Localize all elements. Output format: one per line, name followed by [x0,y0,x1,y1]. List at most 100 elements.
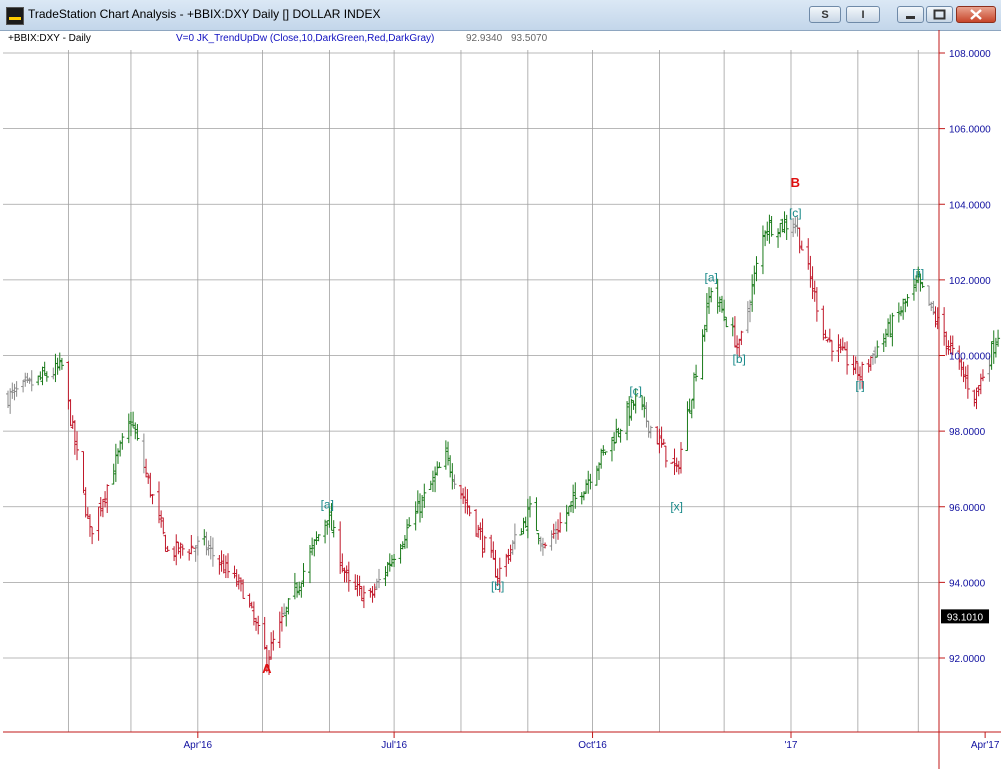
ohlc-bar [29,370,34,392]
y-tick-label: 108.0000 [949,49,991,60]
ohlc-bar [301,563,306,587]
symbol-link-button[interactable]: S [809,6,841,23]
wave-label: A [262,661,272,676]
wave-label: [i] [855,378,864,392]
ohlc-bar [799,240,804,251]
ohlc-bar [144,458,149,478]
window-title-bar: TradeStation Chart Analysis - +BBIX:DXY … [0,0,1001,31]
wave-label: [b] [733,352,746,366]
y-axis: 108.0000 106.0000 104.0000 102.0000 100.0000… [939,49,991,665]
ohlc-bar [663,445,668,468]
ohlc-bar [942,307,947,346]
close-button[interactable] [956,6,996,23]
ohlc-bar [161,517,166,535]
study-label: V=0 JK_TrendUpDw (Close,10,DarkGreen,Red… [176,33,434,44]
wave-label: [c] [629,384,642,398]
ohlc-bar [377,568,382,589]
indicator-header: +BBIX:DXY - Daily V=0 JK_TrendUpDw (Clos… [8,33,548,44]
ohlc-bar [482,535,487,553]
ohlc-bar [814,287,819,322]
ohlc-bar [467,505,472,517]
ohlc-bar [346,561,351,592]
study-value-1: 92.9340 [466,33,503,44]
ohlc-bar [601,445,606,456]
ohlc-bar [210,537,215,567]
ohlc-bar [178,542,183,559]
y-tick-label: 98.0000 [949,427,986,438]
close-icon [970,9,982,20]
price-chart[interactable]: A[a][b][c][x][a][b][c]B[i][ii][iii][iv][… [0,30,1001,769]
chart-area[interactable]: A[a][b][c][x][a][b][c]B[i][ii][iii][iv][… [0,30,1001,769]
ohlc-bar [90,526,95,545]
x-tick-label: '17 [784,740,797,751]
minimize-button[interactable] [897,6,924,23]
ohlc-bar [543,542,548,549]
ohlc-bar [59,357,64,370]
ohlc-bar [694,364,699,382]
ohlc-bar [527,496,532,518]
ohlc-bar [226,553,231,579]
ohlc-bar [44,371,49,382]
ohlc-bar [189,535,194,555]
ohlc-bar [827,328,832,343]
ohlc-bar [241,579,246,599]
wave-label: [b] [491,579,504,593]
ohlc-bar [512,523,517,550]
ohlc-bar [435,461,440,476]
ohlc-bar [961,361,966,383]
ohlc-bar [331,520,336,538]
indicator-link-button[interactable]: I [846,6,880,23]
x-tick-label: Apr'17 [971,740,1000,751]
wave-label: [a] [705,270,718,284]
ohlc-bar [105,484,110,514]
ohlc-bars [6,211,1001,675]
ohlc-bar [950,335,955,356]
ohlc-bar [709,287,714,303]
wave-label: [a] [321,497,334,511]
ohlc-bar [150,494,155,505]
ohlc-bar [678,442,683,474]
ohlc-bar [845,341,850,375]
ohlc-bar [784,214,789,240]
ohlc-bar [648,425,653,439]
window-title: TradeStation Chart Analysis - +BBIX:DXY … [28,7,381,21]
ohlc-bar [573,482,578,509]
ohlc-bar [534,497,539,532]
ohlc-bar [120,433,125,450]
ohlc-bar [165,545,170,552]
ohlc-bar [422,483,427,508]
ohlc-bar [361,585,366,609]
x-tick-label: Oct'16 [578,740,607,751]
ohlc-bar [519,528,524,536]
ohlc-bar [661,438,666,445]
maximize-button[interactable] [926,6,953,23]
y-tick-label: 94.0000 [949,578,986,589]
ohlc-bar [978,373,983,395]
ohlc-bar [633,388,638,414]
minimize-icon [906,16,915,19]
ohlc-bar [996,329,1001,347]
ohlc-bar [407,517,412,528]
ohlc-bar [853,356,858,374]
ohlc-bar [739,330,744,346]
wave-label: [c] [789,206,802,220]
wave-annotations: A[a][b][c][x][a][b][c]B[i][ii][iii][iv][… [262,175,924,676]
y-tick-label: 104.0000 [949,200,991,211]
ohlc-bar [195,536,200,556]
ohlc-bar [754,256,759,282]
ohlc-bar [920,281,925,289]
tradestation-app-icon [6,7,24,25]
ohlc-bar [437,462,442,468]
ohlc-bar [860,361,865,389]
last-price-label: 93.1010 [947,612,984,623]
ohlc-bar [452,474,457,489]
wave-label: [ii] [912,267,924,281]
ohlc-bar [991,330,996,364]
ohlc-bar [980,369,985,382]
ohlc-bar [905,294,910,307]
y-tick-label: 102.0000 [949,276,991,287]
grid [3,50,939,732]
ohlc-bar [944,331,949,356]
symbol-label: +BBIX:DXY - Daily [8,33,91,44]
